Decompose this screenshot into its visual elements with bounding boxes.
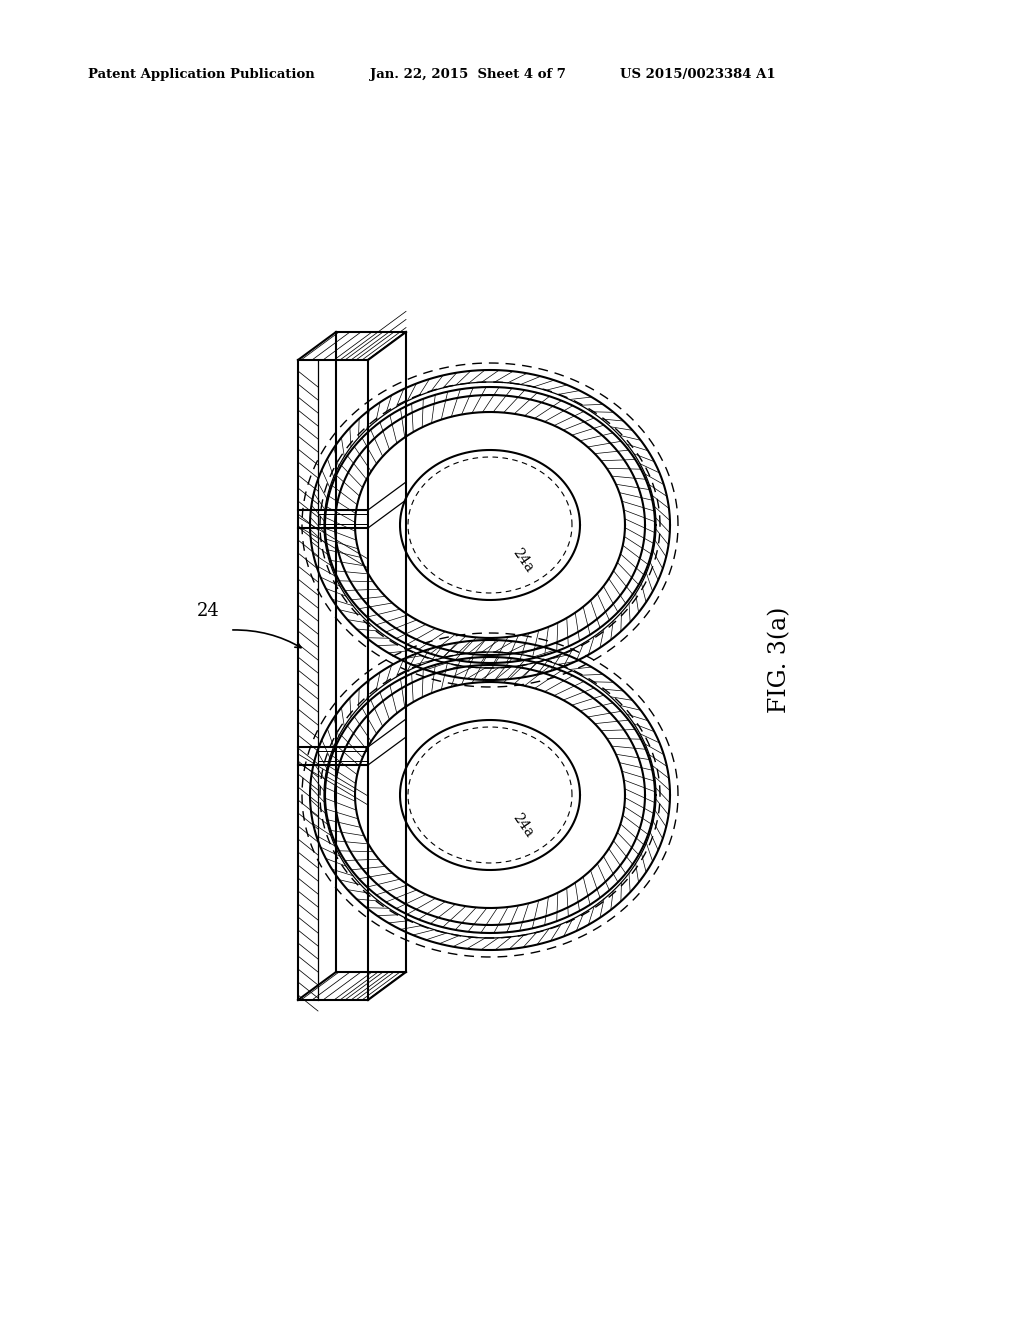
- Text: 24a: 24a: [510, 810, 537, 840]
- Text: US 2015/0023384 A1: US 2015/0023384 A1: [620, 69, 775, 81]
- Text: Patent Application Publication: Patent Application Publication: [88, 69, 314, 81]
- Text: FIG. 3(a): FIG. 3(a): [768, 607, 792, 713]
- Text: 24a: 24a: [510, 545, 537, 574]
- Text: 24: 24: [198, 602, 220, 620]
- Text: Jan. 22, 2015  Sheet 4 of 7: Jan. 22, 2015 Sheet 4 of 7: [370, 69, 566, 81]
